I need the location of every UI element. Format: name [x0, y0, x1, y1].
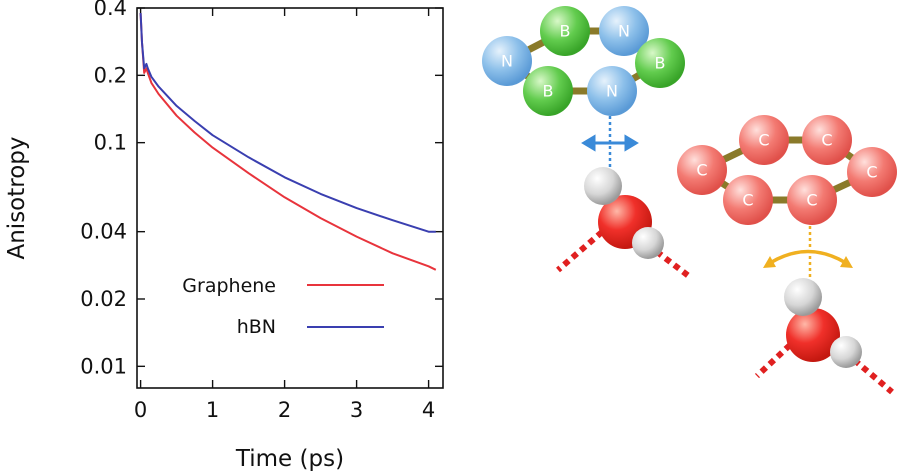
- nitrogen-atom: N: [482, 36, 532, 86]
- carbon-atom: C: [802, 115, 852, 165]
- series-line-hbn: [139, 12, 436, 233]
- boron-atom: B: [523, 66, 573, 116]
- svg-text:C: C: [696, 161, 707, 180]
- svg-text:B: B: [560, 22, 571, 41]
- x-tick-label: 1: [206, 398, 219, 422]
- graphene-libration-arrow: [763, 249, 853, 268]
- svg-text:C: C: [758, 131, 769, 150]
- nitrogen-atom: N: [599, 6, 649, 56]
- legend: Graphene hBN: [182, 275, 384, 338]
- hbn-libration-arrow: [581, 134, 639, 152]
- hbn-water-illustration: N B N B N B: [482, 6, 692, 280]
- x-axis-title: Time (ps): [235, 446, 344, 472]
- svg-text:C: C: [866, 163, 877, 182]
- plot-frame: [136, 7, 444, 389]
- svg-text:N: N: [501, 52, 513, 71]
- boron-atom: B: [540, 6, 590, 56]
- legend-label-hbn: hBN: [237, 316, 276, 338]
- y-axis-ticks: 0.01 0.02 0.04 0.1 0.2 0.4: [80, 0, 443, 378]
- anisotropy-chart: 0.01 0.02 0.04 0.1 0.2 0.4 0 1 2 3 4 Anisotropy T…: [4, 0, 444, 472]
- y-tick-label: 0.2: [94, 63, 127, 87]
- hydrogen-atom: [632, 227, 664, 259]
- svg-text:C: C: [821, 131, 832, 150]
- y-tick-label: 0.4: [94, 0, 127, 20]
- x-axis-ticks: 0 1 2 3 4: [134, 8, 435, 422]
- carbon-atom: C: [723, 175, 773, 225]
- carbon-atom: C: [739, 115, 789, 165]
- carbon-atom: C: [677, 145, 727, 195]
- hydrogen-atom: [584, 167, 622, 205]
- graphene-atoms: C C C C C C: [677, 115, 897, 225]
- y-tick-label: 0.04: [80, 220, 127, 244]
- y-tick-label: 0.01: [80, 354, 127, 378]
- y-axis-title: Anisotropy: [4, 136, 30, 259]
- svg-text:C: C: [742, 191, 753, 210]
- y-tick-label: 0.1: [94, 131, 127, 155]
- hydrogen-atom: [784, 278, 822, 316]
- svg-text:B: B: [655, 54, 666, 73]
- boron-atom: B: [635, 38, 685, 88]
- water-molecule-graphene: [754, 278, 894, 395]
- y-tick-label: 0.02: [80, 287, 127, 311]
- x-tick-label: 2: [278, 398, 291, 422]
- carbon-atom: C: [787, 175, 837, 225]
- hydrogen-atom: [830, 336, 862, 368]
- oxygen-atom: [786, 308, 840, 362]
- graphene-water-illustration: C C C C C C: [677, 115, 897, 395]
- carbon-atom: C: [847, 147, 897, 197]
- x-tick-label: 0: [134, 398, 147, 422]
- svg-text:N: N: [606, 82, 618, 101]
- x-tick-label: 3: [350, 398, 363, 422]
- svg-text:C: C: [806, 191, 817, 210]
- series-lines: [139, 12, 437, 271]
- svg-text:B: B: [543, 82, 554, 101]
- svg-text:N: N: [618, 22, 630, 41]
- x-tick-label: 4: [422, 398, 435, 422]
- water-molecule-hbn: [556, 167, 692, 280]
- hbn-atoms: N B N B N B: [482, 6, 685, 116]
- series-line-graphene: [139, 12, 437, 271]
- nitrogen-atom: N: [587, 66, 637, 116]
- legend-label-graphene: Graphene: [182, 275, 276, 297]
